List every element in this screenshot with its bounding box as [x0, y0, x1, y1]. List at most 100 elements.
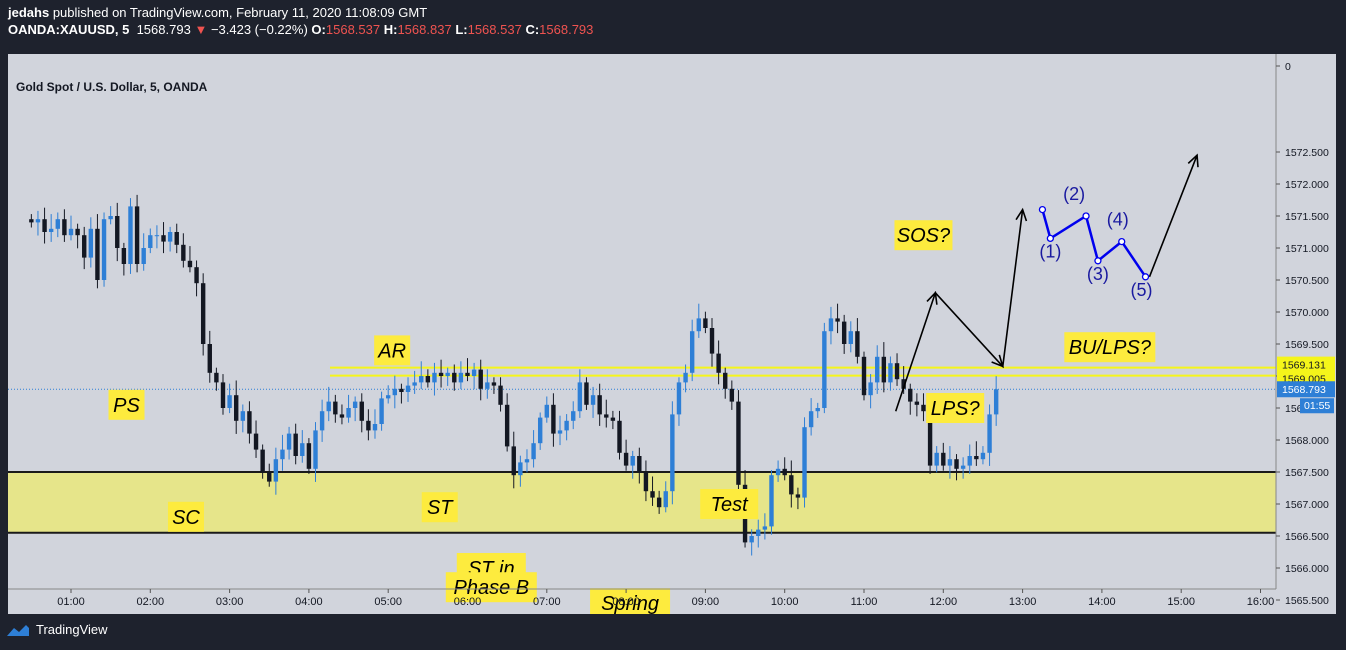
candle: [372, 424, 378, 431]
annotation-bg: [108, 389, 145, 420]
candle: [352, 401, 358, 408]
candle: [723, 372, 728, 389]
x-tick-label: 12:00: [930, 596, 958, 608]
x-tick-label: 03:00: [216, 596, 244, 608]
candle: [161, 235, 166, 242]
candle: [828, 318, 834, 332]
price-axis[interactable]: [1276, 54, 1336, 614]
candle: [861, 356, 867, 396]
y-tick-label: 1572.500: [1285, 147, 1329, 159]
candle: [194, 267, 199, 284]
candle: [537, 417, 543, 444]
final-arrow: [1148, 154, 1198, 278]
candle: [643, 472, 649, 492]
tradingview-logo-icon: [7, 624, 29, 636]
y-tick-label: 1566.500: [1285, 531, 1329, 543]
candle: [848, 331, 853, 344]
candle: [604, 414, 609, 418]
candle: [835, 318, 840, 322]
y-tick-label: 1572.000: [1285, 179, 1329, 191]
candle: [663, 491, 668, 508]
candle: [399, 388, 404, 392]
candle: [319, 411, 325, 431]
candle: [412, 382, 417, 386]
candle: [921, 404, 926, 412]
candle: [207, 344, 212, 373]
wave-label: (3): [1087, 264, 1109, 284]
candle: [815, 408, 820, 412]
candle: [48, 228, 54, 232]
candle: [795, 494, 801, 498]
published-text: published on TradingView.com, February 1…: [52, 5, 428, 20]
candle: [524, 459, 530, 463]
candle: [531, 443, 536, 460]
candle: [55, 219, 60, 229]
candle: [650, 491, 655, 498]
candle: [841, 321, 847, 344]
candle: [359, 401, 364, 421]
candle: [960, 465, 966, 469]
candle: [306, 443, 312, 469]
y-tick-label: 1565.500: [1285, 595, 1329, 607]
candle: [187, 260, 193, 268]
candle: [888, 363, 893, 383]
candle: [29, 219, 34, 223]
price-tag: [1277, 381, 1335, 398]
wave-point: [1141, 273, 1150, 281]
candle: [775, 468, 781, 476]
candle: [696, 318, 701, 332]
annotation-label: ST: [427, 497, 454, 519]
candle: [405, 385, 411, 392]
annotation-label: Phase B: [453, 577, 529, 599]
candle: [478, 369, 483, 389]
candle: [148, 235, 153, 248]
candle: [432, 372, 437, 383]
x-tick-label: 10:00: [771, 596, 799, 608]
candle: [656, 497, 662, 508]
chart-panel[interactable]: Gold Spot / U.S. Dollar, 5, OANDA (1) (2) (…: [8, 54, 1336, 614]
candle: [716, 353, 721, 373]
wave-point: [1094, 257, 1102, 265]
candle: [584, 382, 589, 405]
candle: [491, 382, 497, 386]
candle: [35, 219, 41, 223]
countdown-label: 01:55: [1304, 400, 1330, 412]
candle: [280, 449, 285, 460]
annotation-label: Spring: [601, 593, 659, 614]
price-tag: [1277, 356, 1335, 373]
candle: [564, 420, 569, 431]
x-tick-label: 11:00: [851, 596, 878, 608]
annotation-bg: [445, 572, 537, 603]
close-value: 1568.793: [539, 22, 594, 37]
candle: [438, 372, 444, 376]
price-change: −3.423 (−0.22%): [210, 22, 308, 37]
high-value: 1568.837: [397, 22, 452, 37]
candle: [88, 228, 94, 258]
candle: [273, 459, 279, 482]
candle: [485, 382, 490, 389]
candle: [511, 446, 516, 476]
x-tick-label: 07:00: [533, 596, 561, 608]
candle: [425, 376, 431, 383]
price-tag-label: 1569.131: [1282, 360, 1326, 372]
candle: [676, 382, 682, 415]
projection-path: [894, 209, 1024, 412]
annotation-bg: [374, 335, 411, 366]
annotation-bg: [894, 220, 953, 251]
y-tick-label: 1569.500: [1285, 339, 1329, 351]
candle: [967, 456, 972, 466]
candle: [590, 395, 596, 405]
wave-label: (5): [1131, 280, 1153, 300]
candle: [947, 459, 953, 466]
candle: [339, 414, 345, 418]
wave-point: [1082, 212, 1090, 220]
candle: [557, 430, 563, 434]
x-tick-label: 06:00: [454, 596, 482, 608]
annotation-bg: [1064, 332, 1156, 363]
candle: [465, 372, 470, 376]
close-label: C:: [525, 22, 540, 37]
price-chart[interactable]: Gold Spot / U.S. Dollar, 5, OANDA (1) (2) (…: [8, 54, 1336, 614]
annotation-label: LPS?: [931, 398, 981, 420]
candle: [544, 404, 549, 418]
candle: [346, 408, 351, 418]
